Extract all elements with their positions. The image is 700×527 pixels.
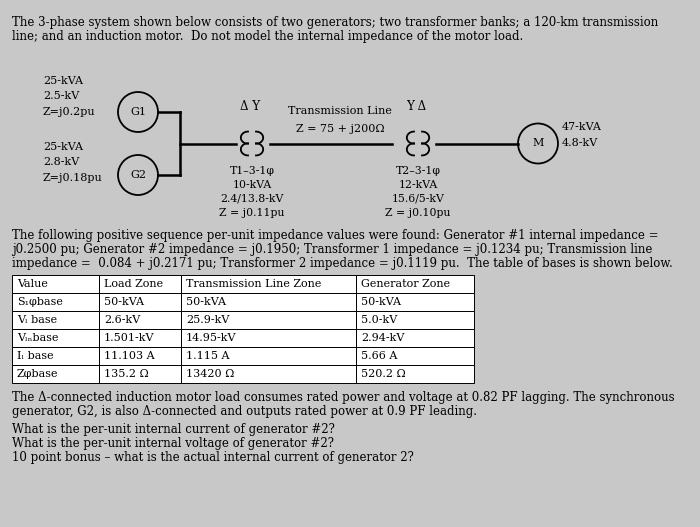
Text: 2.4/13.8-kV: 2.4/13.8-kV [220,193,284,203]
Text: j0.2500 pu; Generator #2 impedance = j0.1950; Transformer 1 impedance = j0.1234 : j0.2500 pu; Generator #2 impedance = j0.… [12,243,652,256]
Text: 135.2 Ω: 135.2 Ω [104,369,148,379]
Text: 25-kVA: 25-kVA [43,142,83,152]
Text: Z = j0.11pu: Z = j0.11pu [219,208,285,218]
Text: 4.8-kV: 4.8-kV [562,138,598,148]
Text: The 3-phase system shown below consists of two generators; two transformer banks: The 3-phase system shown below consists … [12,16,658,29]
Text: Transmission Line: Transmission Line [288,105,392,115]
Text: 5.0-kV: 5.0-kV [361,315,398,325]
Text: S₁φbase: S₁φbase [17,297,63,307]
Text: 2.94-kV: 2.94-kV [361,333,405,343]
Text: Y Δ: Y Δ [406,101,426,113]
Text: T2–3-1φ: T2–3-1φ [395,165,440,175]
Text: Iₗ base: Iₗ base [17,351,54,361]
Bar [99,347,181,365]
Bar [181,329,356,347]
Text: 10 point bonus – what is the actual internal current of generator 2?: 10 point bonus – what is the actual inte… [12,451,414,464]
Text: 1.501-kV: 1.501-kV [104,333,155,343]
Bar [12,275,99,293]
Bar [356,311,474,329]
Text: Value: Value [17,279,48,289]
Text: impedance =  0.084 + j0.2171 pu; Transformer 2 impedance = j0.1119 pu.  The tabl: impedance = 0.084 + j0.2171 pu; Transfor… [12,257,673,270]
Text: Zφbase: Zφbase [17,369,59,379]
Text: generator, G2, is also Δ-connected and outputs rated power at 0.9 PF leading.: generator, G2, is also Δ-connected and o… [12,405,477,418]
Bar [99,365,181,383]
Text: 2.6-kV: 2.6-kV [104,315,140,325]
Text: 50-kVA: 50-kVA [361,297,401,307]
Bar [12,311,99,329]
Text: Δ Y: Δ Y [240,101,260,113]
Text: 47-kVA: 47-kVA [562,122,602,132]
Bar [181,365,356,383]
Bar [356,329,474,347]
Bar [99,311,181,329]
Bar [12,347,99,365]
Text: 50-kVA: 50-kVA [186,297,226,307]
Bar [99,293,181,311]
Bar [12,365,99,383]
Text: 1.115 A: 1.115 A [186,351,230,361]
Text: 2.5-kV: 2.5-kV [43,91,79,101]
Text: 14.95-kV: 14.95-kV [186,333,237,343]
Bar [181,311,356,329]
Text: T1–3-1φ: T1–3-1φ [230,165,274,175]
Bar [181,347,356,365]
Text: M: M [532,139,544,149]
Text: 12-kVA: 12-kVA [398,180,438,190]
Text: Z=j0.18pu: Z=j0.18pu [43,173,103,183]
Text: Z = 75 + j200Ω: Z = 75 + j200Ω [295,123,384,133]
Bar [356,365,474,383]
Text: Generator Zone: Generator Zone [361,279,450,289]
Bar [99,329,181,347]
Text: 50-kVA: 50-kVA [104,297,144,307]
Text: 15.6/5-kV: 15.6/5-kV [391,193,444,203]
Text: 5.66 A: 5.66 A [361,351,398,361]
Bar [181,293,356,311]
Text: 11.103 A: 11.103 A [104,351,155,361]
Text: 25-kVA: 25-kVA [43,76,83,86]
Text: 520.2 Ω: 520.2 Ω [361,369,406,379]
Text: The Δ-connected induction motor load consumes rated power and voltage at 0.82 PF: The Δ-connected induction motor load con… [12,391,675,404]
Bar [12,293,99,311]
Text: Vₗ base: Vₗ base [17,315,57,325]
Text: Transmission Line Zone: Transmission Line Zone [186,279,321,289]
Text: 25.9-kV: 25.9-kV [186,315,230,325]
Bar [12,329,99,347]
Text: 2.8-kV: 2.8-kV [43,157,79,167]
Bar [356,293,474,311]
Text: Z = j0.10pu: Z = j0.10pu [385,208,451,218]
Text: The following positive sequence per-unit impedance values were found: Generator : The following positive sequence per-unit… [12,229,659,242]
Bar [181,275,356,293]
Text: G2: G2 [130,170,146,180]
Text: 13420 Ω: 13420 Ω [186,369,235,379]
Bar [356,275,474,293]
Text: Vₗₙbase: Vₗₙbase [17,333,59,343]
Text: What is the per-unit internal current of generator #2?: What is the per-unit internal current of… [12,423,335,436]
Bar [99,275,181,293]
Text: line; and an induction motor.  Do not model the internal impedance of the motor : line; and an induction motor. Do not mod… [12,30,524,43]
Text: 10-kVA: 10-kVA [232,180,272,190]
Text: What is the per-unit internal voltage of generator #2?: What is the per-unit internal voltage of… [12,437,334,450]
Bar [356,347,474,365]
Text: Load Zone: Load Zone [104,279,163,289]
Text: G1: G1 [130,107,146,117]
Text: Z=j0.2pu: Z=j0.2pu [43,107,96,117]
